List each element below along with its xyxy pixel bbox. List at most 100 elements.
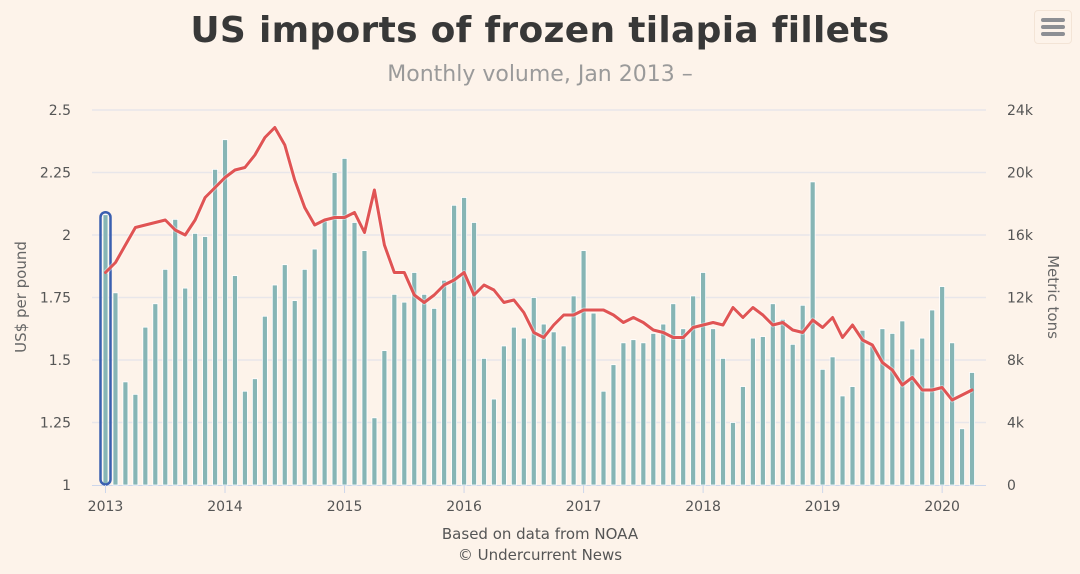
volume-bar[interactable] bbox=[411, 272, 418, 486]
volume-bar[interactable] bbox=[829, 356, 836, 486]
volume-bar[interactable] bbox=[550, 331, 557, 486]
y-axis-left: 1 1.25 1.5 1.75 2 2.25 2.5 bbox=[40, 103, 71, 494]
hamburger-menu-icon bbox=[1041, 18, 1065, 22]
volume-bar[interactable] bbox=[580, 250, 587, 486]
volume-bar[interactable] bbox=[182, 287, 189, 486]
volume-bar[interactable] bbox=[391, 293, 398, 486]
x-tick-label: 2016 bbox=[446, 499, 482, 515]
volume-bar[interactable] bbox=[122, 381, 129, 486]
volume-bar[interactable] bbox=[232, 275, 238, 486]
volume-bar[interactable] bbox=[700, 272, 706, 486]
volume-bar[interactable] bbox=[759, 336, 766, 486]
volume-bar[interactable] bbox=[750, 337, 756, 486]
volume-bar[interactable] bbox=[730, 422, 736, 486]
x-tick-label: 2013 bbox=[88, 499, 124, 515]
volume-bar[interactable] bbox=[620, 342, 627, 486]
volume-bar[interactable] bbox=[959, 428, 965, 486]
volume-bar[interactable] bbox=[610, 364, 617, 486]
y-left-tick-label: 1.75 bbox=[40, 291, 71, 307]
volume-bar[interactable] bbox=[670, 303, 677, 486]
volume-bar[interactable] bbox=[481, 358, 487, 486]
volume-bar[interactable] bbox=[431, 308, 438, 486]
volume-bar[interactable] bbox=[540, 323, 547, 486]
price-line[interactable] bbox=[104, 126, 974, 402]
volume-bar[interactable] bbox=[251, 378, 258, 486]
volume-bar[interactable] bbox=[769, 303, 776, 486]
volume-bar[interactable] bbox=[162, 268, 169, 486]
volume-bar[interactable] bbox=[102, 214, 109, 486]
volume-bar[interactable] bbox=[809, 181, 816, 486]
chart-menu-button[interactable] bbox=[1034, 10, 1072, 44]
volume-bar[interactable] bbox=[291, 300, 298, 486]
y-left-tick-label: 1.5 bbox=[49, 353, 71, 369]
volume-bar[interactable] bbox=[690, 295, 697, 486]
volume-bar[interactable] bbox=[789, 343, 796, 486]
volume-bar[interactable] bbox=[570, 295, 577, 486]
volume-bar[interactable] bbox=[341, 158, 348, 486]
volume-bar[interactable] bbox=[421, 293, 428, 486]
volume-bar[interactable] bbox=[441, 279, 448, 486]
volume-bar[interactable] bbox=[799, 304, 806, 486]
volume-bar[interactable] bbox=[929, 309, 936, 486]
volume-bar[interactable] bbox=[889, 333, 896, 486]
volume-bar[interactable] bbox=[461, 197, 467, 486]
volume-bar[interactable] bbox=[849, 386, 856, 486]
volume-bar[interactable] bbox=[879, 328, 886, 486]
volume-bar[interactable] bbox=[401, 301, 408, 486]
volume-bar[interactable] bbox=[859, 329, 866, 486]
volume-bar[interactable] bbox=[192, 233, 199, 486]
volume-bar[interactable] bbox=[321, 220, 328, 486]
volume-bar[interactable] bbox=[242, 390, 248, 486]
volume-bar[interactable] bbox=[281, 264, 288, 486]
volume-bar[interactable] bbox=[132, 393, 139, 486]
volume-bar[interactable] bbox=[650, 333, 657, 486]
volume-bar[interactable] bbox=[919, 337, 926, 486]
highlighted-bar-outline[interactable] bbox=[99, 210, 112, 486]
volume-bar[interactable] bbox=[491, 398, 497, 486]
volume-bar[interactable] bbox=[660, 323, 667, 486]
volume-bar[interactable] bbox=[969, 372, 975, 486]
volume-bar[interactable] bbox=[740, 386, 746, 486]
volume-bar[interactable] bbox=[869, 345, 876, 486]
volume-bar[interactable] bbox=[471, 222, 477, 486]
volume-bar[interactable] bbox=[630, 339, 637, 486]
volume-bar[interactable] bbox=[600, 390, 607, 486]
volume-bar[interactable] bbox=[779, 318, 786, 486]
volume-bar[interactable] bbox=[500, 345, 507, 486]
volume-bar[interactable] bbox=[819, 368, 826, 486]
volume-bar[interactable] bbox=[590, 312, 597, 486]
volume-bar[interactable] bbox=[361, 250, 368, 486]
volume-bar[interactable] bbox=[142, 326, 149, 486]
x-axis: 2013 2014 2015 2016 2017 2018 2019 2020 bbox=[88, 485, 960, 515]
volume-bar[interactable] bbox=[451, 204, 458, 486]
volume-bar[interactable] bbox=[560, 345, 567, 486]
volume-bar[interactable] bbox=[710, 328, 716, 486]
volume-bar[interactable] bbox=[172, 218, 179, 486]
volume-bar[interactable] bbox=[530, 297, 537, 486]
volume-bar[interactable] bbox=[909, 348, 916, 486]
y-left-tick-label: 2.5 bbox=[49, 103, 71, 119]
volume-bar[interactable] bbox=[899, 320, 906, 486]
volume-bar[interactable] bbox=[152, 303, 159, 486]
volume-bar[interactable] bbox=[839, 395, 846, 486]
volume-bar[interactable] bbox=[212, 168, 218, 486]
credit-copyright: © Undercurrent News bbox=[458, 546, 622, 564]
volume-bar[interactable] bbox=[222, 139, 228, 486]
volume-bar[interactable] bbox=[301, 268, 308, 486]
volume-bar[interactable] bbox=[351, 222, 358, 486]
volume-bar[interactable] bbox=[261, 315, 268, 486]
volume-bar[interactable] bbox=[720, 358, 726, 486]
volume-bar[interactable] bbox=[202, 236, 209, 486]
volume-bar[interactable] bbox=[271, 284, 278, 486]
volume-bar[interactable] bbox=[520, 337, 527, 486]
volume-bar[interactable] bbox=[510, 326, 517, 486]
volume-bar[interactable] bbox=[112, 292, 119, 486]
volume-bar[interactable] bbox=[680, 328, 687, 486]
volume-bar[interactable] bbox=[371, 417, 378, 486]
volume-bar[interactable] bbox=[381, 350, 388, 486]
volume-bar[interactable] bbox=[331, 172, 338, 486]
volume-bar[interactable] bbox=[640, 342, 647, 486]
highlighted-bar bbox=[99, 210, 112, 486]
volume-bar[interactable] bbox=[949, 342, 955, 486]
volume-bar[interactable] bbox=[311, 248, 318, 486]
